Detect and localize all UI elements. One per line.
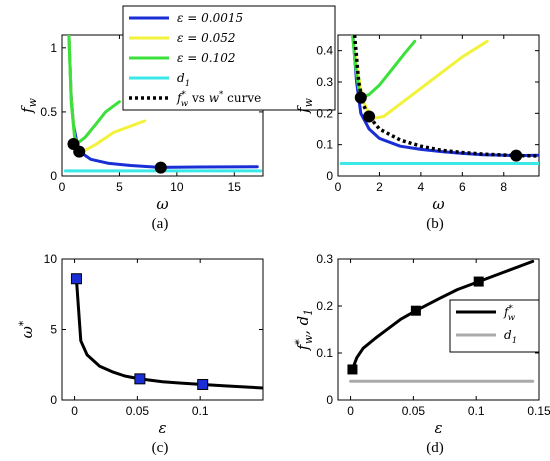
panel-label: (c) (152, 440, 169, 456)
data-marker (363, 110, 376, 123)
x-tick-label: 0.15 (527, 404, 550, 418)
y-tick-label: 0.4 (316, 44, 333, 58)
legend: ε = 0.0015 ε = 0.052 ε = 0.102 d1f* w vs w* … (122, 5, 336, 111)
data-marker (473, 276, 484, 287)
y-tick-label: 0.3 (316, 252, 333, 266)
panel-b: 0 2 4 6 8 0 0.1 0.2 0.3 0.4 ω fw (b) (294, 34, 540, 232)
legend-label: ε = 0.0015 (177, 11, 243, 25)
panel-label: (a) (152, 216, 169, 232)
axes-frame (61, 258, 264, 401)
data-marker (70, 273, 82, 285)
y-tick-label: 0.2 (316, 299, 333, 313)
x-axis-label: ε (434, 419, 442, 437)
y-tick-label: 5 (50, 323, 57, 337)
x-axis-label: ω (432, 195, 444, 213)
y-tick-label: 0.1 (316, 346, 333, 360)
data-marker (197, 378, 209, 390)
y-tick-label: 0 (326, 393, 333, 407)
x-tick-label: 0.1 (468, 404, 485, 418)
y-tick-label: 0.5 (40, 105, 57, 119)
series-group (339, 35, 539, 165)
legend-label: ε = 0.102 (177, 51, 235, 65)
legend-label: ε = 0.052 (177, 31, 235, 45)
legend-label: d1 (177, 71, 190, 89)
y-axis-label: ω* (17, 320, 36, 338)
data-marker (347, 364, 358, 375)
x-tick-label: 6 (459, 180, 466, 194)
x-tick-label: 0.05 (126, 404, 150, 418)
panel-label: (d) (426, 440, 444, 456)
y-axis-label: fw (18, 97, 39, 114)
data-marker (410, 305, 421, 316)
series-line--0-102 (67, 35, 121, 145)
series-line--0-0015 (351, 35, 539, 158)
x-tick-label: 0 (335, 180, 342, 194)
data-marker (73, 145, 86, 158)
y-tick-label: 10 (44, 252, 58, 266)
x-tick-label: 2 (376, 180, 383, 194)
panel-d: 0 0.05 0.1 0.15 0 0.1 0.2 0.3 ε f*w, d1 (d) f* w d1 (293, 252, 550, 456)
y-axis-label: f*w, d1 (293, 309, 315, 351)
series-group (74, 277, 263, 390)
x-axis-label: ω (156, 195, 168, 213)
y-tick-label: 0.2 (316, 106, 333, 120)
x-tick-label: 8 (500, 180, 507, 194)
x-tick-label: 0.1 (192, 404, 209, 418)
legend-label: d1 (504, 328, 517, 346)
x-tick-label: 5 (116, 180, 123, 194)
x-axis-label: ε (158, 419, 166, 437)
x-tick-label: 4 (418, 180, 425, 194)
y-tick-label: 0.1 (316, 138, 333, 152)
data-marker (134, 373, 146, 385)
axes-frame (337, 34, 540, 177)
y-tick-label: 1 (50, 41, 57, 55)
series-line-f-w-vs-w-curve (352, 35, 539, 158)
legend-label: f* w vs w* curve (176, 90, 261, 109)
panel-c: 0 0.05 0.1 0 5 10 ε ω* (c) (17, 252, 264, 456)
x-tick-label: 0 (71, 404, 78, 418)
legend-label: f* w (503, 304, 516, 323)
data-marker (510, 149, 523, 162)
x-tick-label: 10 (170, 180, 184, 194)
data-marker (354, 91, 367, 104)
series-line-- (74, 277, 263, 390)
y-tick-label: 0 (50, 169, 57, 183)
x-tick-label: 0 (59, 180, 66, 194)
legend-box (449, 299, 540, 353)
x-tick-label: 0 (347, 404, 354, 418)
series-line--0-052 (351, 35, 489, 120)
panel-label: (b) (426, 216, 444, 232)
y-tick-label: 0 (326, 169, 333, 183)
x-tick-label: 15 (228, 180, 242, 194)
x-tick-label: 0.05 (402, 404, 426, 418)
y-axis-label: fw (294, 97, 315, 114)
y-tick-label: 0.3 (316, 75, 333, 89)
y-tick-label: 0 (50, 393, 57, 407)
data-marker (154, 161, 167, 174)
legend: f* w d1 (449, 299, 540, 353)
